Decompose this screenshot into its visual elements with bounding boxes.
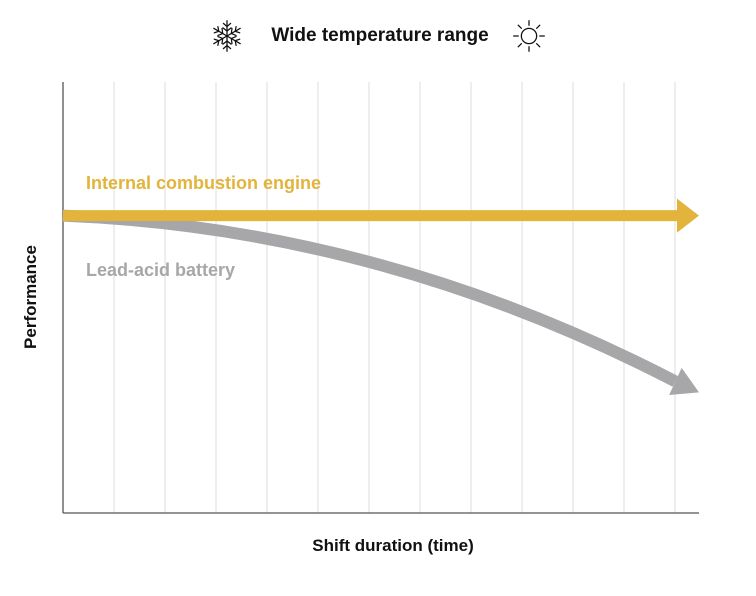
x-axis-title: Shift duration (time)	[312, 536, 474, 555]
chart-header: Wide temperature range	[0, 14, 756, 58]
arrowhead-lead-acid-battery	[669, 367, 699, 396]
sun-icon	[512, 20, 545, 52]
series-label-lead-acid-battery: Lead-acid battery	[86, 260, 236, 280]
grid-lines	[113, 82, 676, 513]
axes	[62, 82, 699, 514]
arrowhead-internal-combustion-engine	[677, 198, 699, 233]
series-line-lead-acid-battery	[62, 209, 679, 387]
snowflake-icon	[211, 20, 244, 52]
chart-title: Wide temperature range	[271, 25, 489, 46]
series-label-internal-combustion-engine: Internal combustion engine	[86, 173, 322, 193]
y-axis-title: Performance	[21, 245, 40, 349]
series-group	[62, 198, 699, 396]
